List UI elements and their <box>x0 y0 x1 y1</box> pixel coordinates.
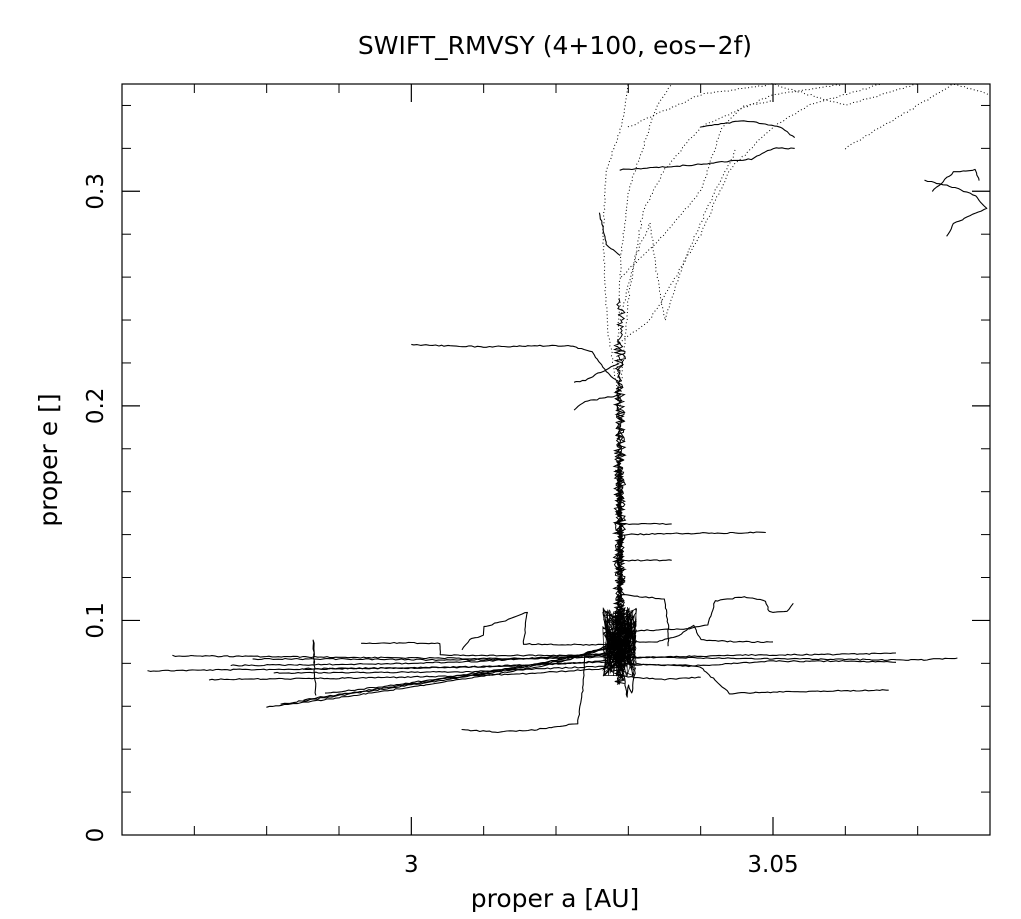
track-4 <box>230 652 620 667</box>
dotted-track-39 <box>601 83 629 407</box>
track-27 <box>619 596 794 632</box>
track-5 <box>252 656 620 661</box>
y-tick-label: 0.3 <box>83 173 109 210</box>
track-22 <box>619 656 958 661</box>
dotted-track-41 <box>621 83 882 342</box>
track-6 <box>273 664 620 674</box>
y-tick-label: 0.2 <box>83 388 109 425</box>
track-8 <box>312 639 317 696</box>
y-tick-label: 0 <box>83 828 109 843</box>
chart-title: SWIFT_RMVSY (4+100, eos−2f) <box>358 31 752 60</box>
evolution-tracks <box>147 83 991 734</box>
dotted-track-38 <box>619 148 738 321</box>
spine-base-chaos <box>601 606 638 677</box>
x-tick-label: 3 <box>404 852 419 878</box>
track-33 <box>700 120 796 139</box>
track-15 <box>461 645 620 734</box>
track-21 <box>619 624 774 644</box>
track-14 <box>461 611 620 651</box>
dotted-track-37 <box>616 83 673 450</box>
track-30 <box>573 394 621 411</box>
track-11 <box>303 639 621 701</box>
track-35 <box>931 168 980 192</box>
y-tick-label: 0.1 <box>83 602 109 639</box>
track-16 <box>411 343 621 385</box>
track-13 <box>361 641 620 657</box>
track-26 <box>619 662 889 695</box>
resonance-spine <box>601 298 638 685</box>
track-19 <box>619 559 672 562</box>
track-12 <box>324 637 621 694</box>
track-7 <box>302 660 620 670</box>
track-3 <box>208 667 620 681</box>
dotted-track-43 <box>844 83 991 150</box>
track-23 <box>619 652 897 659</box>
track-31 <box>598 212 621 256</box>
track-29 <box>573 362 620 383</box>
x-axis-label: proper a [AU] <box>471 884 640 913</box>
tick-labels: 3 3.05 0 0.1 0.2 0.3 <box>83 173 799 878</box>
track-10 <box>280 641 620 705</box>
track-20 <box>619 594 670 647</box>
major-ticks <box>122 84 990 835</box>
y-axis-label: proper e [] <box>34 393 63 526</box>
track-17 <box>619 522 672 525</box>
track-32 <box>619 147 795 171</box>
track-25 <box>620 675 701 681</box>
x-tick-label: 3.05 <box>747 852 798 878</box>
minor-ticks <box>122 84 990 835</box>
track-34 <box>924 179 988 237</box>
track-9 <box>266 643 620 708</box>
dotted-track-40 <box>620 100 774 278</box>
track-18 <box>619 531 766 536</box>
plot-frame <box>121 83 991 836</box>
